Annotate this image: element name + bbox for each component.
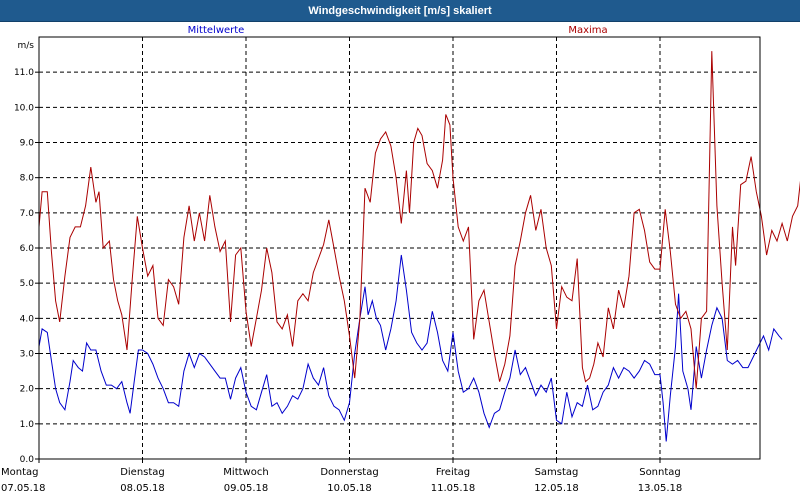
y-axis-label: m/s — [18, 41, 35, 51]
x-tick-day: Montag — [1, 467, 38, 478]
plot-frame — [38, 36, 761, 460]
series-line-maxima — [38, 51, 800, 389]
x-tick-day: Samstag — [535, 467, 579, 478]
grid — [39, 37, 760, 459]
series-line-mittelwerte — [38, 254, 783, 442]
x-axis-ticks: Montag 07.05.18 Dienstag 08.05.18 Mittwoch 09… — [1, 459, 682, 494]
y-tick-label: 6.0 — [20, 244, 35, 254]
chart-title: Windgeschwindigkeit [m/s] skaliert — [0, 0, 800, 22]
x-tick-date: 11.05.18 — [431, 483, 476, 494]
chart-background — [0, 22, 800, 500]
y-tick-label: 0.0 — [20, 455, 35, 465]
x-tick-date: 07.05.18 — [1, 483, 46, 494]
chart-area: 0.0 1.0 2.0 3.0 4.0 5.0 6.0 7.0 8.0 9.0 10.0 11.0 M… — [0, 22, 800, 500]
y-tick-label: 1.0 — [20, 420, 35, 430]
y-tick-label: 4.0 — [20, 314, 35, 324]
y-axis-ticks: 0.0 1.0 2.0 3.0 4.0 5.0 6.0 7.0 8.0 9.0 10.0 11.0 — [14, 68, 39, 465]
y-tick-label: 11.0 — [14, 68, 34, 78]
x-tick-date: 13.05.18 — [638, 483, 683, 494]
y-tick-label: 3.0 — [20, 350, 35, 360]
y-tick-label: 10.0 — [14, 103, 34, 113]
x-tick-day: Donnerstag — [320, 467, 378, 478]
legend-mittelwerte: Mittelwerte — [188, 25, 245, 36]
x-tick-date: 12.05.18 — [534, 483, 579, 494]
x-tick-date: 09.05.18 — [224, 483, 269, 494]
y-tick-label: 9.0 — [20, 139, 35, 149]
x-tick-day: Sonntag — [639, 467, 681, 478]
y-tick-label: 5.0 — [20, 279, 35, 289]
legend-maxima: Maxima — [568, 25, 607, 36]
x-tick-date: 08.05.18 — [120, 483, 165, 494]
y-tick-label: 7.0 — [20, 209, 35, 219]
x-tick-day: Mittwoch — [223, 467, 268, 478]
x-tick-day: Freitag — [436, 467, 470, 478]
y-tick-label: 8.0 — [20, 174, 35, 184]
y-tick-label: 2.0 — [20, 385, 35, 395]
series-lines — [38, 51, 800, 442]
x-tick-date: 10.05.18 — [327, 483, 372, 494]
x-tick-day: Dienstag — [120, 467, 165, 478]
